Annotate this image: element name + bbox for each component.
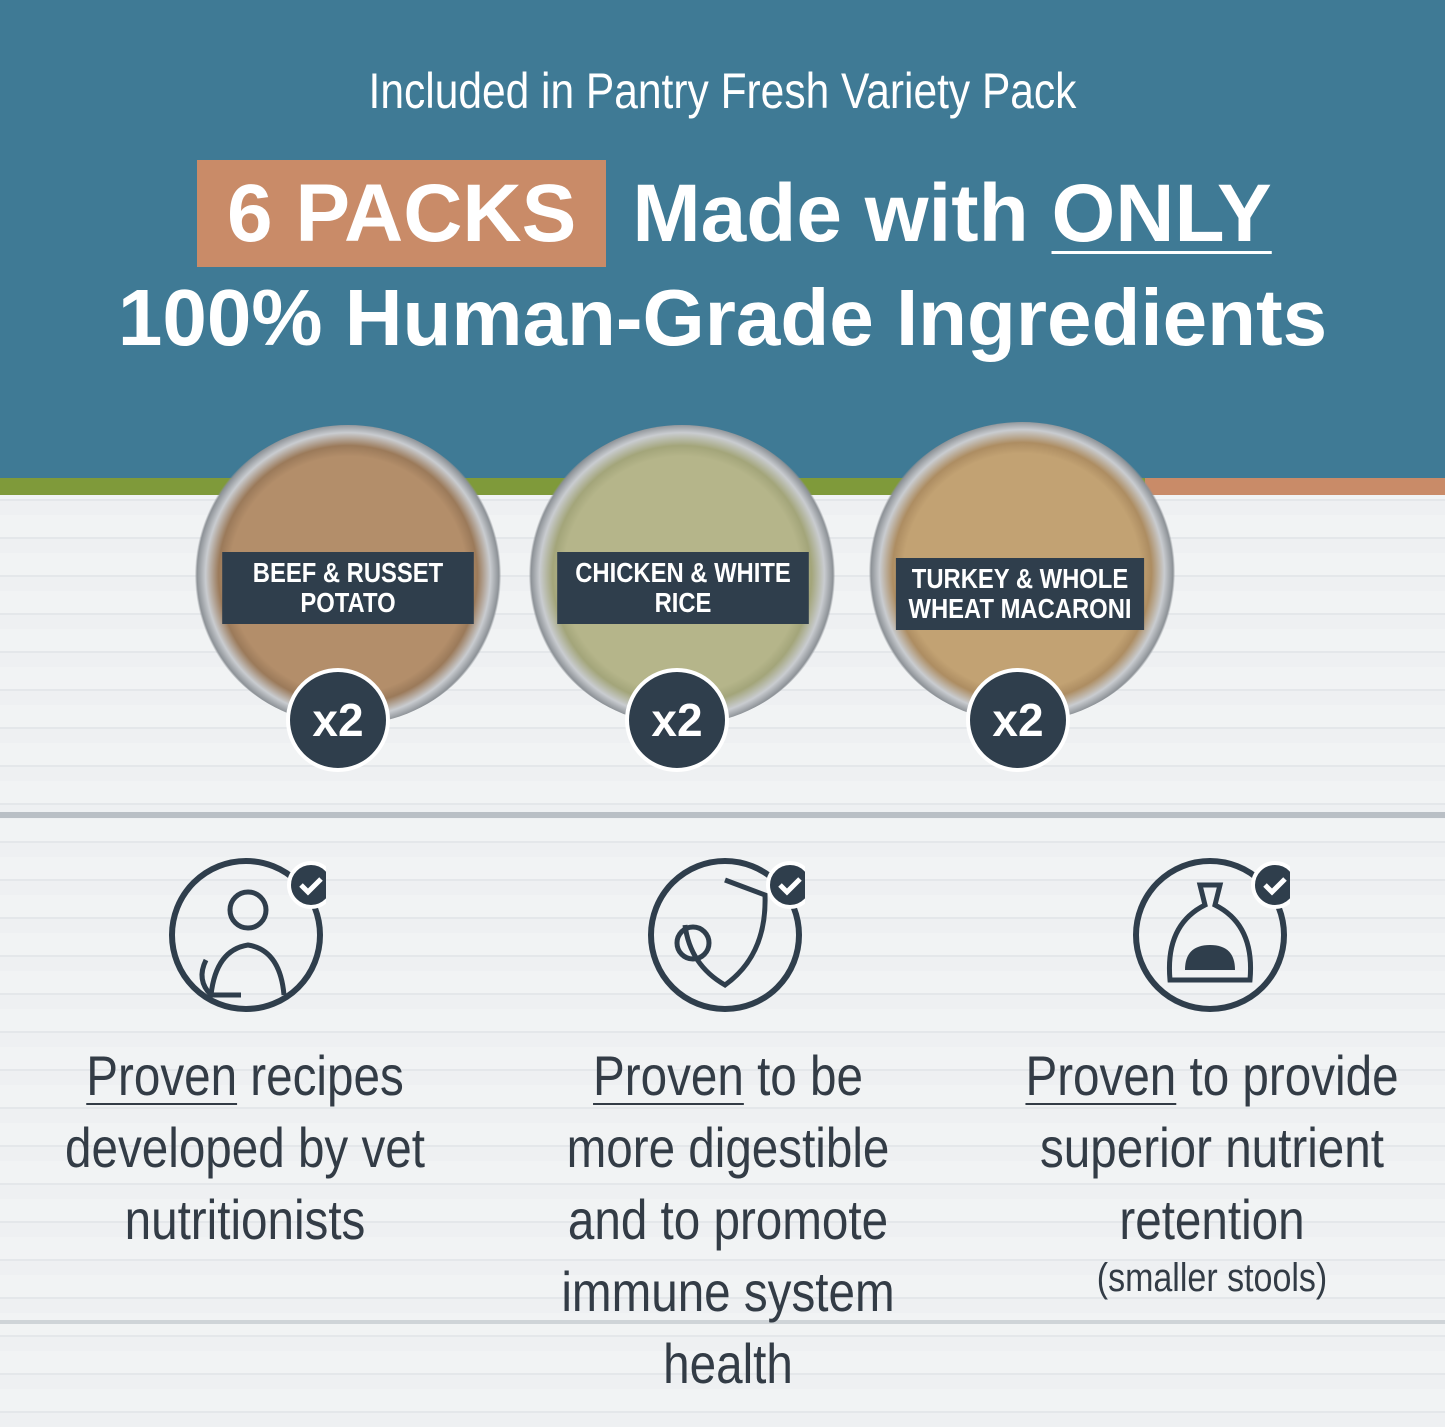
subtitle: Included in Pantry Fresh Variety Pack: [368, 63, 1077, 119]
headline-text: Made with: [632, 167, 1029, 259]
plank-divider: [0, 812, 1445, 818]
benefit-text: Proven to be more digestible and to prom…: [541, 1040, 915, 1400]
packs-badge: 6 PACKS: [197, 160, 607, 267]
plank-divider: [0, 1320, 1445, 1324]
count-badge: x2: [286, 668, 390, 772]
benefit-rest: recipes developed by vet nutritionists: [65, 1044, 425, 1251]
orange-stripe: [1145, 478, 1445, 495]
headline-emphasis: ONLY: [1051, 167, 1272, 259]
benefit-rest: to provide superior nutrient retention: [1040, 1044, 1399, 1251]
benefit-text: Proven to provide superior nutrient rete…: [1025, 1040, 1399, 1300]
recipe-label: CHICKEN & WHITE RICE: [557, 552, 809, 624]
headline-line1: 6 PACKS Made with ONLY: [197, 160, 1272, 267]
benefit-note: (smaller stools): [1096, 1256, 1328, 1300]
recipe-label: BEEF & RUSSET POTATO: [222, 552, 474, 624]
headline-line2: 100% Human-Grade Ingredients: [117, 273, 1328, 362]
benefit-rest: to be more digestible and to promote imm…: [561, 1044, 895, 1395]
count-badge: x2: [625, 668, 729, 772]
benefit-emphasis: Proven: [86, 1044, 238, 1107]
shield-virus-icon: [648, 858, 805, 1012]
benefit-text: Proven recipes developed by vet nutritio…: [58, 1040, 432, 1256]
count-badge: x2: [966, 668, 1070, 772]
benefit-emphasis: Proven: [593, 1044, 744, 1107]
waste-bag-icon: [1133, 858, 1290, 1012]
benefit-emphasis: Proven: [1025, 1044, 1177, 1107]
vet-with-dog-icon: [169, 858, 326, 1012]
recipe-label: TURKEY & WHOLE WHEAT MACARONI: [895, 558, 1145, 630]
